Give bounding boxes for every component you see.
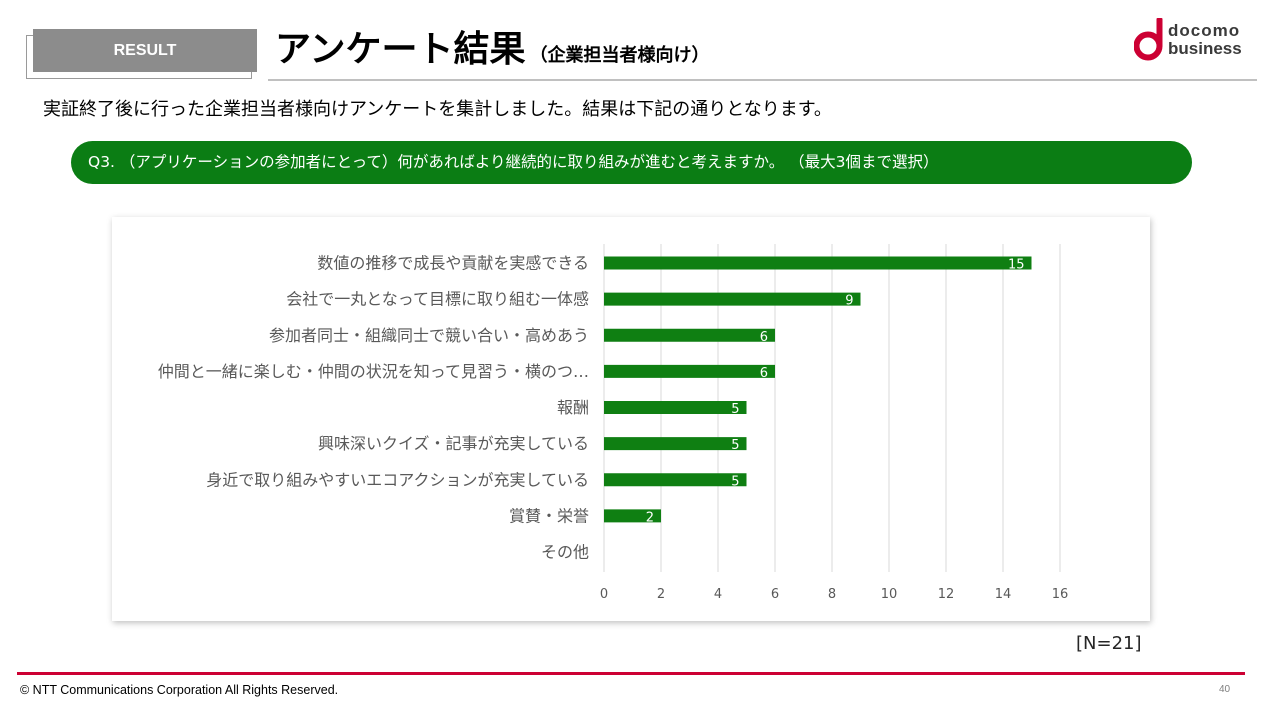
bar-value-label: 15 [1008,258,1025,273]
sample-size-label: [N=21] [1076,633,1142,654]
result-badge: RESULT [33,29,257,72]
bar-value-label: 5 [731,474,739,489]
bar-value-label: 5 [731,438,739,453]
bar-value-label: 9 [845,294,853,309]
category-label: 会社で一丸となって目標に取り組む一体感 [286,290,589,309]
intro-text: 実証終了後に行った企業担当者様向けアンケートを集計しました。結果は下記の通りとな… [43,99,832,120]
x-tick-label: 4 [714,587,722,602]
logo-text-business: business [1168,39,1242,58]
chart-card: 0 2 4 6 8 10 12 14 16 数値の推移で成長や貢献を実感できる 15 会社で一丸となっ… [112,217,1150,621]
bar-value-label: 5 [731,402,739,417]
x-tick-label: 6 [771,587,779,602]
footer-rule [17,672,1245,675]
x-tick-label: 0 [600,587,608,602]
category-label: 賞賛・栄誉 [509,506,589,525]
bar [604,437,747,451]
docomo-d-mark-icon [1134,18,1163,61]
question-text: Q3. （アプリケーションの参加者にとって）何があればより継続的に取り組みが進む… [88,153,939,171]
x-tick-label: 10 [881,587,898,602]
x-tick-label: 2 [657,587,665,602]
page-number: 40 [1219,684,1231,695]
slide-title: アンケート結果 [275,29,526,70]
category-label: 身近で取り組みやすいエコアクションが充実している [206,470,589,489]
x-tick-label: 12 [938,587,955,602]
title-divider [268,79,1257,81]
bar [604,292,861,306]
x-tick-label: 8 [828,587,836,602]
category-label: 仲間と一緒に楽しむ・仲間の状況を知って見習う・横のつ… [158,362,589,381]
bar-value-label: 6 [760,366,768,381]
copyright-text: © NTT Communications Corporation All Rig… [20,683,339,697]
x-tick-label: 14 [995,587,1012,602]
bar-value-label: 6 [760,330,768,345]
x-tick-label: 16 [1052,587,1069,602]
bar [604,401,747,414]
bar [604,328,775,342]
slide-title-suffix: （企業担当者様向け） [529,45,710,66]
bar [604,364,775,378]
logo-text-docomo: docomo [1168,21,1241,40]
bar [604,509,661,523]
category-label: 数値の推移で成長や貢献を実感できる [317,254,589,273]
slide-title-group: アンケート結果 （企業担当者様向け） [275,27,710,73]
bar [604,256,1032,270]
category-label: 興味深いクイズ・記事が充実している [318,434,589,453]
question-banner: Q3. （アプリケーションの参加者にとって）何があればより継続的に取り組みが進む… [71,141,1192,184]
bar-value-label: 2 [646,510,654,525]
horizontal-bar-chart: 0 2 4 6 8 10 12 14 16 数値の推移で成長や貢献を実感できる 15 会社で一丸となっ… [158,244,1069,602]
category-label: 報酬 [557,398,589,417]
category-label: 参加者同士・組織同士で競い合い・高めあう [269,326,589,345]
category-label: その他 [541,543,589,562]
result-badge-label: RESULT [113,41,177,59]
bar [604,473,747,487]
